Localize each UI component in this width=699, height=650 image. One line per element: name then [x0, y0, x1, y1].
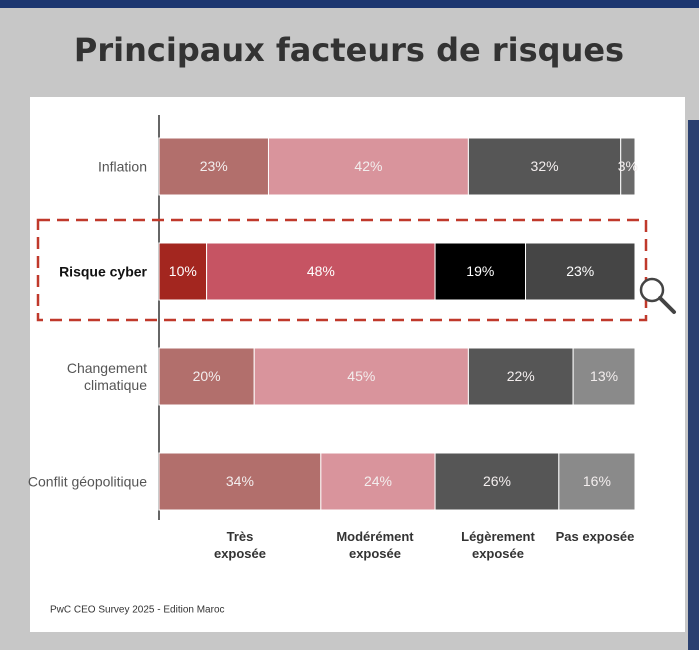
bar-segment	[467, 347, 574, 406]
magnifier-icon	[639, 277, 676, 314]
value-label: 13%	[590, 368, 618, 384]
value-label: 23%	[200, 158, 228, 174]
bar-segment	[525, 242, 636, 301]
bar-segment	[158, 347, 255, 406]
bar-segment	[158, 452, 322, 511]
bar-segment	[572, 347, 636, 406]
highlight-box	[36, 218, 648, 322]
value-label: 3%	[618, 158, 638, 174]
bar-segment	[467, 137, 622, 196]
bar-segment	[158, 242, 208, 301]
legend-label: Légèrement exposée	[461, 529, 535, 561]
value-label: 10%	[169, 263, 197, 279]
value-label: 24%	[364, 473, 392, 489]
bar-segment	[206, 242, 436, 301]
bar-segment	[320, 452, 436, 511]
value-label: 22%	[507, 368, 535, 384]
bar-segment	[434, 452, 560, 511]
bar-segment	[253, 347, 469, 406]
value-label: 26%	[483, 473, 511, 489]
source-note: PwC CEO Survey 2025 - Edition Maroc	[50, 605, 225, 616]
category-label: Risque cyber	[59, 263, 147, 279]
value-label: 34%	[226, 473, 254, 489]
chart-title: Principaux facteurs de risques	[74, 31, 624, 69]
value-label: 45%	[347, 368, 375, 384]
value-label: 23%	[566, 263, 594, 279]
category-label: Conflit géopolitique	[27, 473, 147, 489]
category-label: Changement climatique	[66, 359, 147, 393]
legend-label: Modérément exposée	[336, 529, 414, 561]
value-label: 32%	[531, 158, 559, 174]
top-band	[0, 0, 699, 8]
legend-label: Très exposée	[213, 529, 267, 561]
value-label: 48%	[307, 263, 335, 279]
legend-label: Pas exposée	[555, 529, 635, 544]
bar-segment	[434, 242, 527, 301]
bar-segment	[620, 137, 636, 196]
bar-segment	[558, 452, 636, 511]
side-band	[688, 120, 699, 650]
category-label: Inflation	[97, 158, 147, 174]
value-label: 19%	[466, 263, 494, 279]
value-label: 16%	[583, 473, 611, 489]
bar-segment	[158, 137, 269, 196]
bar-segment	[267, 137, 469, 196]
value-label: 20%	[193, 368, 221, 384]
value-label: 42%	[354, 158, 382, 174]
